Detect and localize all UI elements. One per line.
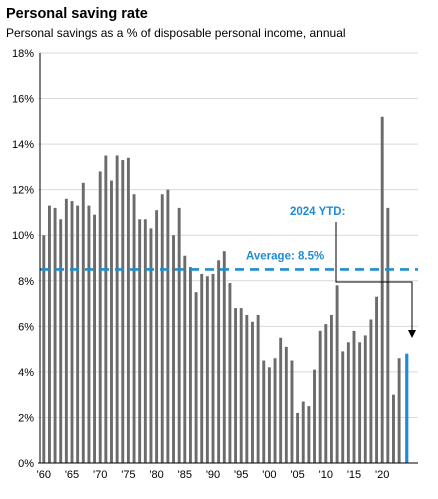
bar	[273, 358, 277, 463]
x-tick-label: '00	[262, 469, 276, 481]
bar	[121, 160, 125, 463]
bar	[143, 219, 147, 463]
y-tick-label: 8%	[18, 276, 34, 288]
bar	[126, 157, 130, 463]
bar	[200, 273, 204, 463]
y-tick-label: 0%	[18, 458, 34, 470]
ytd-label: 2024 YTD:	[290, 206, 345, 218]
bar	[93, 214, 97, 463]
bar	[234, 308, 238, 463]
bar	[222, 251, 226, 463]
bar	[149, 228, 153, 463]
chart-subtitle: Personal savings as a % of disposable pe…	[6, 26, 346, 40]
x-tick-label: '05	[290, 469, 304, 481]
y-tick-label: 6%	[18, 321, 34, 333]
bar	[70, 201, 74, 463]
bar	[47, 205, 51, 464]
bar	[341, 351, 345, 463]
x-tick-label: '75	[121, 469, 135, 481]
bar	[290, 360, 294, 463]
bar	[98, 171, 102, 463]
y-tick-label: 12%	[12, 185, 34, 197]
bar	[267, 367, 271, 463]
bar	[211, 273, 215, 463]
bar	[87, 205, 91, 464]
bar	[228, 283, 232, 463]
bar	[64, 198, 68, 463]
bar	[160, 194, 164, 463]
y-tick-label: 2%	[18, 412, 34, 424]
average-label: Average: 8.5%	[246, 250, 324, 262]
bar	[194, 292, 198, 463]
bar	[110, 180, 113, 463]
y-tick-label: 16%	[12, 94, 34, 106]
bar	[279, 337, 283, 463]
bar	[205, 276, 209, 463]
bar	[115, 155, 119, 463]
bar	[363, 335, 367, 463]
x-tick-label: '15	[347, 469, 361, 481]
y-tick-label: 4%	[18, 367, 34, 379]
bar	[375, 296, 379, 463]
bar	[177, 207, 181, 463]
bar	[296, 412, 300, 463]
bar	[81, 182, 85, 463]
x-tick-label: '10	[319, 469, 333, 481]
ytd-arrow-icon	[408, 330, 416, 338]
x-tick-label: '90	[206, 469, 220, 481]
bar	[301, 401, 305, 463]
bar	[42, 235, 46, 463]
bar	[318, 330, 322, 463]
bar	[239, 308, 243, 463]
bar	[369, 319, 373, 463]
x-tick-label: '70	[93, 469, 107, 481]
bar	[166, 189, 170, 464]
y-tick-label: 10%	[12, 230, 34, 242]
bar	[307, 406, 311, 463]
x-tick-label: '95	[234, 469, 248, 481]
bar	[104, 155, 108, 463]
x-tick-label: '65	[65, 469, 79, 481]
bar	[155, 210, 159, 463]
bar	[217, 260, 221, 463]
bar	[284, 346, 288, 463]
ytd-bar	[405, 353, 409, 463]
bar	[335, 285, 339, 463]
x-tick-label: '60	[37, 469, 51, 481]
bar	[183, 255, 187, 463]
x-tick-label: '85	[178, 469, 192, 481]
x-tick-label: '20	[375, 469, 389, 481]
bar	[251, 321, 254, 463]
bar	[76, 205, 80, 464]
bar	[53, 207, 57, 463]
x-tick-label: '80	[149, 469, 163, 481]
bar	[132, 194, 136, 463]
bar	[352, 330, 356, 463]
bar	[346, 342, 350, 463]
bar	[324, 324, 328, 463]
bar	[245, 314, 249, 463]
bar	[329, 314, 333, 463]
bar	[256, 314, 260, 463]
bar	[358, 342, 362, 463]
bar	[380, 116, 384, 463]
bar	[172, 235, 175, 463]
bar	[59, 219, 63, 463]
bar	[138, 219, 142, 463]
bar	[188, 267, 192, 463]
y-tick-label: 18%	[12, 48, 34, 60]
y-tick-label: 14%	[12, 139, 34, 151]
bar	[386, 207, 390, 463]
bar	[397, 358, 401, 463]
bar	[262, 360, 266, 463]
chart-title: Personal saving rate	[6, 6, 148, 22]
bar	[392, 394, 395, 463]
bar	[313, 369, 316, 463]
ytd-connector	[335, 222, 413, 330]
